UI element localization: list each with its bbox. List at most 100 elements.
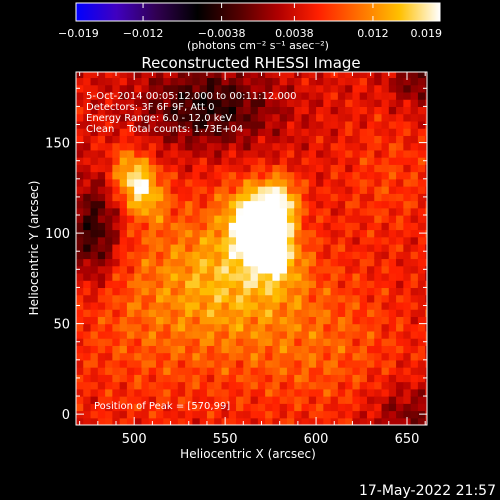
heatmap-cell [301,164,310,173]
heatmap-cell [279,258,288,267]
heatmap-cell [90,367,99,375]
heatmap-cell [388,272,397,281]
heatmap-cell [119,265,128,274]
heatmap-cell [388,251,397,260]
heatmap-cell [308,359,317,368]
heatmap-cell [228,128,237,136]
heatmap-cell [141,236,150,245]
heatmap-cell [148,396,157,404]
heatmap-cell [141,272,150,281]
heatmap-cell [316,236,324,245]
heatmap-cell [250,345,259,354]
heatmap-cell [396,120,404,129]
heatmap-cell [228,301,237,310]
heatmap-cell [192,396,201,404]
heatmap-cell [170,113,179,122]
heatmap-cell [148,323,157,332]
heatmap-cell [119,222,128,231]
heatmap-cell [301,193,310,202]
heatmap-cell [330,171,339,180]
heatmap-cell [308,186,317,194]
heatmap-cell [359,99,368,107]
heatmap-cell [90,135,99,144]
heatmap-cell [272,381,281,390]
heatmap-cell [199,330,208,339]
heatmap-cell [221,301,230,310]
heatmap-cell [425,316,427,325]
heatmap-cell [301,374,310,383]
heatmap-cell [134,157,143,165]
heatmap-cell [396,84,404,93]
heatmap-cell [265,91,274,100]
heatmap-cell [381,265,390,274]
heatmap-cell [316,135,324,144]
heatmap-cell [83,72,92,79]
heatmap-cell [134,352,143,361]
heatmap-cell [417,171,426,180]
heatmap-cell [90,258,99,267]
heatmap-cell [396,193,404,202]
heatmap-cell [272,149,281,158]
heatmap-cell [90,84,99,93]
heatmap-cell [294,309,303,317]
heatmap-cell [192,374,201,383]
heatmap-cell [425,251,427,260]
heatmap-cell [185,207,193,216]
heatmap-cell [170,280,179,289]
heatmap-cell [119,215,128,223]
heatmap-cell [330,388,339,397]
heatmap-cell [308,294,317,303]
heatmap-cell [90,374,99,383]
heatmap-cell [265,417,274,425]
heatmap-cell [199,106,208,115]
heatmap-cell [403,164,412,173]
heatmap-cell [403,113,412,122]
heatmap-cell [185,113,193,122]
heatmap-cell [272,316,281,325]
heatmap-cell [410,280,419,289]
heatmap-cell [221,323,230,332]
heatmap-cell [316,309,324,317]
heatmap-image [76,72,427,425]
heatmap-cell [185,367,193,375]
heatmap-cell [374,352,383,361]
heatmap-cell [250,91,259,100]
heatmap-cell [243,403,252,412]
heatmap-cell [206,229,215,238]
heatmap-cell [417,178,426,187]
heatmap-cell [83,128,92,136]
heatmap-cell [403,120,412,129]
heatmap-cell [388,91,397,100]
heatmap-cell [236,301,244,310]
heatmap-cell [323,388,332,397]
heatmap-cell [105,120,113,129]
heatmap-cell [192,164,201,173]
heatmap-cell [345,200,354,209]
heatmap-cell [388,128,397,136]
heatmap-cell [177,388,186,397]
heatmap-cell [97,186,106,194]
heatmap-cell [97,287,106,296]
heatmap-cell [90,236,99,245]
heatmap-cell [236,106,244,115]
heatmap-cell [272,200,281,209]
heatmap-cell [359,193,368,202]
heatmap-cell [199,142,208,151]
heatmap-cell [279,77,288,86]
heatmap-cell [308,236,317,245]
heatmap-cell [308,164,317,173]
heatmap-cell [97,323,106,332]
heatmap-cell [308,200,317,209]
heatmap-cell [294,99,303,107]
heatmap-cell [403,99,412,107]
heatmap-cell [250,135,259,144]
heatmap-cell [119,410,128,419]
heatmap-cell [148,215,157,223]
heatmap-cell [388,345,397,354]
heatmap-cell [199,367,208,375]
heatmap-cell [221,135,230,144]
heatmap-cell [265,388,274,397]
heatmap-cell [316,388,324,397]
heatmap-cell [214,243,223,252]
heatmap-cell [119,236,128,245]
